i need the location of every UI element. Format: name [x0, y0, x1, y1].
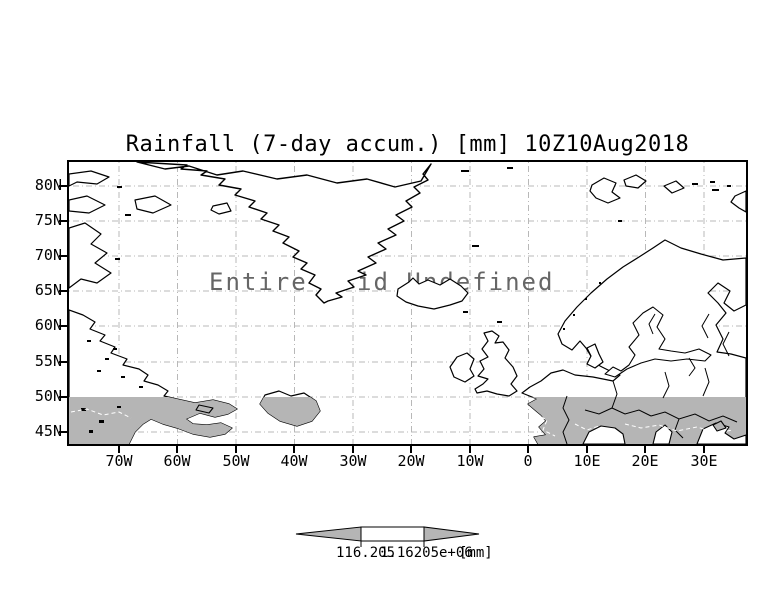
black-sea [696, 422, 746, 444]
lat-tick-label: 65N [34, 281, 62, 299]
island-specks [81, 167, 731, 433]
islands [69, 170, 746, 397]
disko-island [210, 202, 232, 215]
lat-tick-mark [59, 255, 67, 257]
denmark [586, 343, 604, 369]
svalbard [589, 177, 621, 204]
west-mediterranean [582, 425, 626, 444]
lon-tick-mark [118, 446, 120, 453]
lat-tick-label: 80N [34, 176, 62, 194]
map-plot-area: Entire Grid Undefined [67, 160, 748, 446]
novaya-zemlya [730, 190, 746, 213]
iceland [396, 277, 469, 310]
lon-tick-mark [527, 446, 529, 453]
lat-tick-mark [59, 431, 67, 433]
crimea [712, 420, 727, 432]
lon-tick-mark [293, 446, 295, 453]
baltic-sea [604, 306, 712, 378]
lon-tick-mark [469, 446, 471, 453]
lon-tick-label: 60W [163, 452, 191, 470]
land-shading-below-50N [69, 397, 746, 444]
rivers-shaded [70, 408, 734, 437]
lon-tick-label: 70W [105, 452, 133, 470]
lat-tick-label: 60N [34, 316, 62, 334]
arctic-island [69, 170, 110, 187]
lon-tick-label: 10E [573, 452, 601, 470]
ireland [449, 352, 475, 383]
great-britain [474, 330, 518, 397]
lon-tick-mark [176, 446, 178, 453]
lat-tick-label: 75N [34, 211, 62, 229]
lat-tick-mark [59, 325, 67, 327]
bear-island [618, 220, 622, 222]
lon-tick-mark [352, 446, 354, 453]
faroe-islands [463, 311, 468, 313]
lat-tick-mark [59, 185, 67, 187]
lon-tick-label: 10W [456, 452, 484, 470]
colorbar-unit-label: [mm] [459, 545, 493, 561]
lon-tick-mark [586, 446, 588, 453]
lat-tick-label: 70N [34, 246, 62, 264]
anticosti-island [195, 404, 214, 414]
lat-tick-label: 55N [34, 352, 62, 370]
overlay-message: Entire Grid Undefined [209, 268, 554, 296]
lon-tick-mark [703, 446, 705, 453]
lon-tick-mark [644, 446, 646, 453]
lon-tick-label: 40W [280, 452, 308, 470]
colorbar-middle-segment [360, 526, 425, 542]
lon-tick-mark [410, 446, 412, 453]
colorbar [295, 526, 480, 547]
lat-tick-mark [59, 290, 67, 292]
svalbard-ne [623, 174, 647, 189]
lon-tick-label: 20W [397, 452, 425, 470]
lat-tick-mark [59, 361, 67, 363]
lon-tick-label: 50W [222, 452, 250, 470]
arctic-island [69, 195, 106, 214]
colorbar-value-label: 116.205 [336, 545, 396, 561]
map-svg: Entire Grid Undefined [69, 162, 746, 444]
sea-areas [582, 306, 746, 444]
shetland [497, 321, 502, 323]
borders [562, 313, 738, 444]
svalbard-e [663, 180, 685, 194]
lon-tick-mark [235, 446, 237, 453]
lat-tick-mark [59, 220, 67, 222]
colorbar-right-arrow [423, 526, 480, 542]
bylot-island [134, 195, 172, 214]
colorbar-left-arrow [295, 526, 362, 542]
lon-tick-label: 0 [523, 452, 533, 470]
baffin-island [69, 222, 112, 289]
chart-title: Rainfall (7-day accum.) [mm] 10Z10Aug201… [125, 132, 690, 157]
lon-tick-label: 30E [690, 452, 718, 470]
lat-tick-mark [59, 396, 67, 398]
lon-tick-label: 30W [339, 452, 367, 470]
colorbar-value-label: 1.16205e+06 [380, 545, 473, 561]
lat-tick-label: 45N [34, 422, 62, 440]
lat-tick-label: 50N [34, 387, 62, 405]
lon-tick-label: 20E [631, 452, 659, 470]
jan-mayen [472, 245, 479, 247]
shaded-land-details [195, 404, 727, 432]
